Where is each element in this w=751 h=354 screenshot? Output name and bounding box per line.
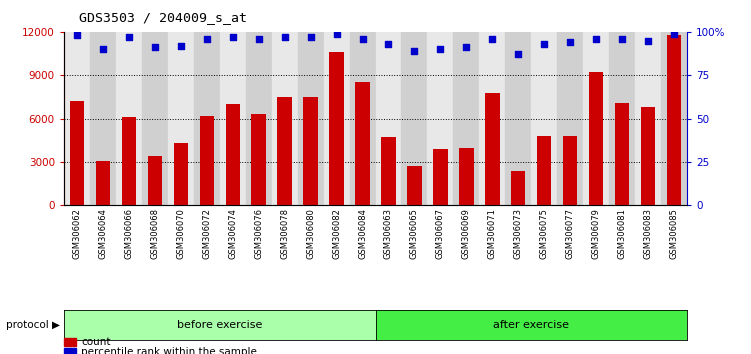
Bar <box>505 32 532 205</box>
Bar <box>194 32 220 205</box>
Point <box>330 31 342 36</box>
Bar <box>272 32 297 205</box>
Bar <box>70 101 84 205</box>
Bar <box>200 116 214 205</box>
Bar <box>116 32 142 205</box>
Bar <box>407 166 421 205</box>
Point <box>382 41 394 47</box>
Bar <box>376 32 402 205</box>
Bar <box>64 348 77 354</box>
Bar <box>225 104 240 205</box>
Bar <box>297 32 324 205</box>
Bar <box>64 32 90 205</box>
Point <box>71 33 83 38</box>
Point <box>149 45 161 50</box>
Bar <box>609 32 635 205</box>
Bar <box>433 149 448 205</box>
Bar <box>537 136 551 205</box>
Point <box>668 31 680 36</box>
Text: protocol ▶: protocol ▶ <box>6 320 60 330</box>
Point <box>617 36 629 42</box>
Bar <box>615 103 629 205</box>
Point <box>538 41 550 47</box>
Bar <box>563 136 578 205</box>
Bar <box>252 114 266 205</box>
Point <box>460 45 472 50</box>
Bar <box>349 32 376 205</box>
Bar <box>142 32 167 205</box>
Bar <box>584 32 609 205</box>
Point <box>305 34 317 40</box>
Text: before exercise: before exercise <box>177 320 262 330</box>
Bar <box>382 137 396 205</box>
Point <box>201 36 213 42</box>
Point <box>122 34 134 40</box>
Point <box>175 43 187 48</box>
Point <box>357 36 369 42</box>
Point <box>642 38 654 44</box>
Bar <box>667 35 681 205</box>
Bar <box>641 107 656 205</box>
Bar <box>220 32 246 205</box>
Bar <box>479 32 505 205</box>
Bar <box>355 82 369 205</box>
Bar <box>303 97 318 205</box>
Bar <box>167 32 194 205</box>
Bar <box>246 32 272 205</box>
Bar <box>402 32 427 205</box>
Bar <box>532 32 557 205</box>
Bar <box>454 32 479 205</box>
Point <box>409 48 421 54</box>
Text: percentile rank within the sample: percentile rank within the sample <box>81 347 257 354</box>
Point <box>97 46 109 52</box>
Bar <box>90 32 116 205</box>
Point <box>487 36 499 42</box>
Point <box>512 52 524 57</box>
Bar <box>557 32 584 205</box>
Bar <box>460 148 474 205</box>
Point <box>227 34 239 40</box>
Bar <box>173 143 188 205</box>
Bar <box>64 338 77 346</box>
Bar <box>427 32 454 205</box>
Bar <box>589 72 603 205</box>
Bar <box>122 117 136 205</box>
Bar <box>95 160 110 205</box>
Point <box>564 39 576 45</box>
Bar <box>330 52 344 205</box>
Point <box>434 46 446 52</box>
Text: GDS3503 / 204009_s_at: GDS3503 / 204009_s_at <box>79 11 247 24</box>
Point <box>590 36 602 42</box>
Bar <box>511 171 526 205</box>
Point <box>252 36 264 42</box>
Text: after exercise: after exercise <box>493 320 569 330</box>
Bar <box>277 97 291 205</box>
Bar <box>324 32 349 205</box>
Text: count: count <box>81 337 110 347</box>
Bar <box>485 93 499 205</box>
Bar <box>661 32 687 205</box>
Bar <box>635 32 661 205</box>
Bar <box>148 156 162 205</box>
Point <box>279 34 291 40</box>
